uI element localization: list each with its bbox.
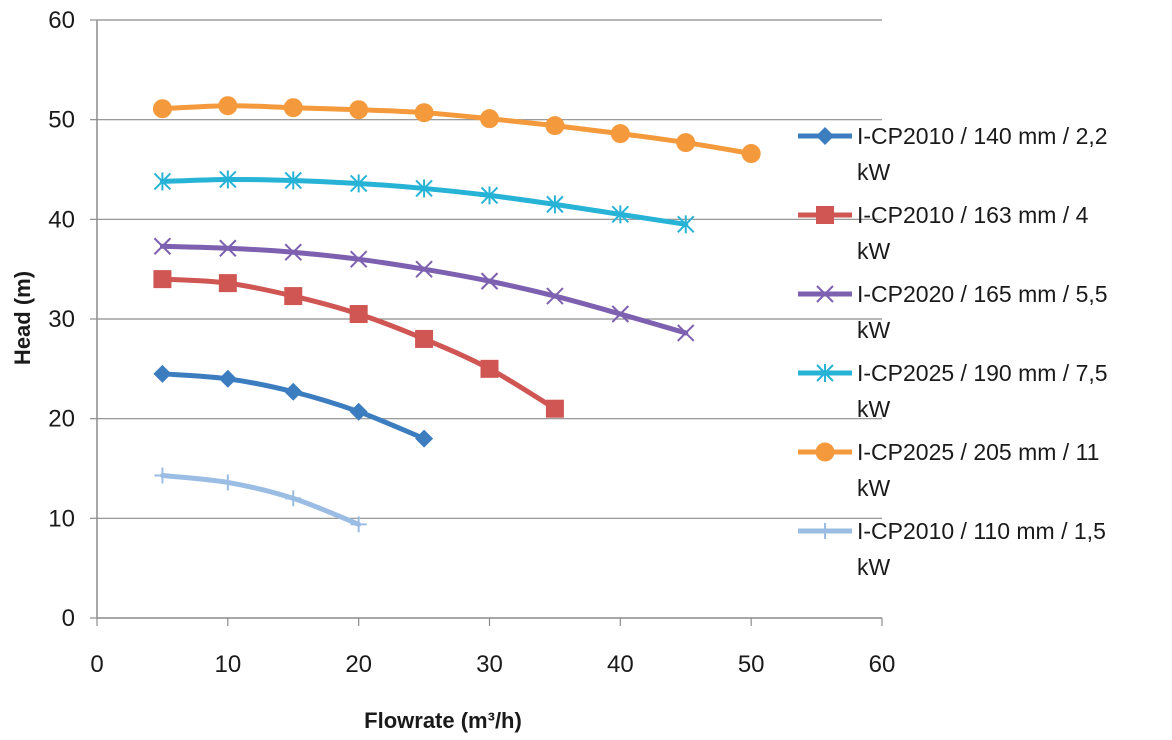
- data-point: [218, 96, 238, 116]
- data-point: [349, 402, 368, 421]
- series-6: [154, 467, 367, 533]
- data-point: [415, 429, 434, 448]
- data-point: [284, 382, 303, 401]
- series-line: [159, 103, 754, 157]
- data-point: [480, 272, 499, 290]
- data-point: [611, 205, 630, 224]
- axes: 0 10 20 30 40 50 60 0 10 20 30 40 50 60: [48, 7, 895, 678]
- data-point: [414, 103, 434, 123]
- data-point: [154, 467, 171, 484]
- series-line: [159, 276, 558, 412]
- data-point: [152, 99, 172, 119]
- data-point: [610, 124, 630, 144]
- legend-entry-2: I-CP2010 / 163 mm / 4 kW: [798, 202, 1089, 264]
- data-point: [741, 144, 761, 164]
- data-point: [218, 274, 237, 293]
- x-tick-label: 0: [90, 651, 103, 678]
- data-point: [153, 237, 172, 255]
- data-point: [284, 287, 303, 306]
- data-point: [676, 133, 696, 153]
- legend-marker: [817, 523, 833, 539]
- grid-lines: [97, 19, 882, 519]
- x-axis-title: Flowrate (m³/h): [364, 708, 522, 733]
- data-point: [480, 109, 499, 129]
- x-tick-label: 20: [345, 651, 372, 678]
- legend-label: I-CP2020 / 165 mm / 5,5: [857, 281, 1108, 307]
- y-tick-label: 20: [48, 406, 75, 433]
- data-point: [349, 305, 368, 324]
- data-point: [415, 260, 433, 278]
- legend-label: I-CP2025 / 205 mm / 11: [857, 439, 1099, 465]
- x-tick-label: 40: [607, 651, 634, 678]
- legend-label: I-CP2025 / 190 mm / 7,5: [857, 360, 1108, 386]
- data-point: [677, 324, 695, 342]
- plot-area: [152, 96, 761, 533]
- legend-label: kW: [857, 554, 891, 580]
- legend-label: kW: [857, 159, 891, 185]
- legend-label: kW: [857, 238, 891, 264]
- data-point: [349, 174, 368, 193]
- legend-entry-5: I-CP2025 / 205 mm / 11 kW: [798, 439, 1099, 501]
- data-point: [480, 186, 499, 205]
- data-point: [545, 399, 564, 418]
- x-tick-label: 60: [869, 651, 896, 678]
- data-point: [219, 239, 237, 257]
- legend-label: I-CP2010 / 163 mm / 4: [857, 202, 1089, 228]
- data-point: [480, 359, 499, 378]
- series-1: [153, 364, 434, 448]
- data-point: [153, 364, 172, 383]
- data-point: [611, 305, 630, 323]
- legend-label: kW: [857, 317, 891, 343]
- data-point: [415, 179, 433, 198]
- legend-marker: [816, 206, 834, 224]
- data-point: [546, 287, 564, 305]
- x-tick-label: 30: [476, 651, 503, 678]
- legend-marker: [816, 364, 834, 382]
- data-point: [284, 243, 302, 261]
- y-tick-label: 50: [48, 107, 75, 134]
- data-point: [349, 100, 369, 120]
- legend-label: kW: [857, 475, 891, 501]
- y-axis-title: Head (m): [10, 271, 35, 365]
- x-tick-label: 50: [738, 651, 765, 678]
- legend-marker: [816, 285, 834, 303]
- legend-entry-1: I-CP2010 / 140 mm / 2,2 kW: [798, 123, 1108, 185]
- x-tick-label: 10: [214, 651, 241, 678]
- legend-label: I-CP2010 / 140 mm / 2,2: [857, 123, 1108, 149]
- series-line: [159, 243, 689, 336]
- data-point: [350, 516, 367, 533]
- data-point: [284, 171, 302, 190]
- legend-label: kW: [857, 396, 891, 422]
- data-point: [546, 195, 564, 214]
- legend-entry-6: I-CP2010 / 110 mm / 1,5 kW: [798, 518, 1106, 580]
- series-line: [159, 472, 362, 527]
- legend-label: I-CP2010 / 110 mm / 1,5: [857, 518, 1106, 544]
- data-point: [285, 490, 302, 507]
- data-point: [219, 170, 237, 189]
- legend-entry-4: I-CP2025 / 190 mm / 7,5 kW: [798, 360, 1108, 422]
- data-point: [677, 215, 695, 234]
- legend-marker: [815, 442, 835, 462]
- data-point: [415, 329, 434, 348]
- data-point: [219, 474, 236, 491]
- series-3: [153, 237, 695, 342]
- data-point: [283, 98, 303, 118]
- y-tick-label: 10: [48, 505, 75, 532]
- data-point: [153, 172, 172, 191]
- series-5: [152, 96, 761, 164]
- series-2: [153, 270, 564, 418]
- series-4: [153, 170, 695, 234]
- data-point: [218, 369, 237, 388]
- y-tick-label: 30: [48, 306, 75, 333]
- data-point: [349, 250, 368, 268]
- y-tick-label: 40: [48, 206, 75, 233]
- data-point: [545, 116, 565, 136]
- legend-entry-3: I-CP2020 / 165 mm / 5,5 kW: [798, 281, 1108, 343]
- data-point: [153, 270, 172, 289]
- y-tick-label: 0: [62, 605, 75, 632]
- y-tick-label: 60: [48, 7, 75, 34]
- legend-marker: [816, 127, 834, 145]
